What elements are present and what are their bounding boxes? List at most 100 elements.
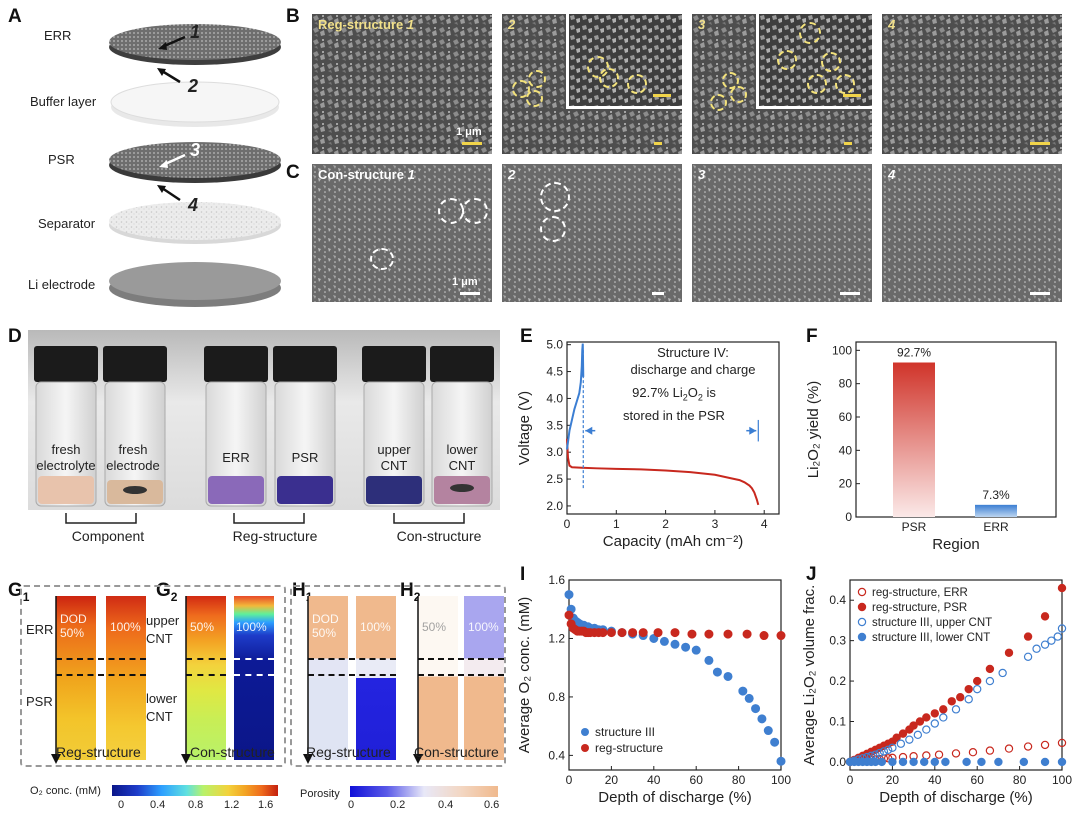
g1-caption: Reg-structure [56,744,141,760]
legend-marker [857,632,867,642]
bar-psr [893,362,935,517]
h-cbar-tick-2: 0.4 [438,799,454,811]
g1-col-100 [106,596,146,760]
point-reg-structure-ERR [1057,738,1067,748]
point-structure-III-lower-CNT [909,757,918,767]
marker-3: 3 [190,140,201,160]
separator-disk [109,202,281,240]
y-tick-label: 40 [839,443,853,457]
point-reg-structure-ERR [968,748,978,757]
g2-arrow-icon [181,596,191,764]
x-axis-label: Region [932,536,980,553]
li-disk [109,262,281,300]
point-structure-III-upper-CNT [951,705,961,714]
point-structure-III-upper-CNT [930,719,939,728]
h1-dod-label: DOD 50% [312,612,339,640]
y-tick-label: 100 [832,343,852,357]
point-reg-structure [598,628,608,638]
point-reg-structure-PSR [1023,632,1033,641]
layer-label-separator: Separator [38,216,96,231]
panel-label-e: E [520,326,533,347]
legend-label: structure III, upper CNT [872,617,992,629]
point-reg-structure [638,628,648,638]
y-tick-label: 0.4 [829,593,846,607]
point-reg-structure-ERR [1004,744,1014,753]
point-structure-III [564,590,574,600]
x-tick-label: ERR [983,520,1009,534]
legend-marker [857,602,867,612]
point-reg-structure [653,628,663,638]
legend-label: structure III, lower CNT [872,632,990,644]
x-axis-label: Depth of discharge (%) [879,789,1032,806]
point-reg-structure-PSR [956,693,965,702]
sem-image-b1: Reg-structure 1 1 μm [312,14,492,154]
h-colorbar [350,786,498,797]
arrow-right-head [749,426,757,435]
sem-image-b2: 2 [502,14,682,154]
point-reg-structure-PSR [947,697,956,706]
point-reg-structure [670,628,680,638]
point-reg-structure-PSR [1004,648,1014,657]
sem-image-c1: Con-structure 1 1 μm [312,164,492,302]
x-tick-label: 60 [971,773,985,787]
vial-fresh-electrode [103,346,167,507]
point-structure-III [681,642,691,652]
legend-marker [581,728,589,736]
g1-col-50 [56,596,96,760]
b3-inset [756,14,872,109]
point-reg-structure-PSR [909,721,918,730]
g2-caption: Con-structure [190,744,275,760]
group-component: Component [71,528,145,544]
g1-arrow-icon [51,596,61,764]
point-reg-structure [759,631,769,641]
x-tick-label: 0 [847,773,854,787]
h2-caption: Con-structure [414,744,499,760]
point-reg-structure [628,628,638,638]
legend-marker [857,617,867,627]
y-axis-label: Average O₂ conc. (mM) [516,597,533,753]
vial-label-5: upper CNT [377,442,411,473]
b-scale-text: 1 μm [456,126,482,138]
y-tick-label: 80 [839,377,853,391]
x-tick-label: 0 [566,773,573,787]
series-charge [566,343,585,450]
series-discharge [566,438,760,506]
arrow-4 [161,186,181,202]
point-reg-structure-ERR [985,746,995,755]
point-reg-structure-ERR [951,749,961,758]
y-tick-label: 2.5 [546,472,563,486]
arrow-2 [161,69,181,84]
y-tick-label: 0.4 [548,748,565,762]
b-num-1: 1 [406,17,415,32]
y-tick-label: 3.5 [546,418,563,432]
point-structure-III-upper-CNT [972,684,982,694]
h2-100-label: 100% [468,620,499,634]
x-tick-label: 80 [732,773,746,787]
point-structure-III-upper-CNT [964,695,973,704]
legend-marker [857,587,867,597]
chart-i: 0 20 40 60 80 100 0.4 0.8 1.2 1.6 Depth of dischar… [516,573,791,806]
c-scale-text: 1 μm [452,276,478,288]
panel-label-g1: G1 [8,580,30,604]
point-reg-structure [742,629,752,639]
h1-arrow-icon [303,596,313,764]
point-structure-III-upper-CNT [1057,624,1067,633]
bar-label-psr: 92.7% [897,346,931,360]
x-tick-label: 3 [712,517,719,531]
h1-caption: Reg-structure [306,744,391,760]
point-structure-III [770,737,780,747]
point-structure-III-upper-CNT [905,735,914,744]
group-con: Con-structure [396,528,482,544]
g1-dod-label: DOD 50% [60,612,87,640]
point-structure-III-lower-CNT [919,757,929,767]
y-tick-label: 0 [845,510,852,524]
c-num-2: 2 [508,167,516,182]
vial-err [204,346,268,507]
sem-image-c4: 4 [882,164,1062,302]
c-title: Con-structure [318,167,404,182]
point-structure-III-lower-CNT [1040,757,1050,767]
h1-col-100 [356,596,396,760]
point-structure-III [757,714,767,724]
bar-label-err: 7.3% [982,488,1010,502]
g-cbar-label: O₂ conc. (mM) [30,785,101,797]
